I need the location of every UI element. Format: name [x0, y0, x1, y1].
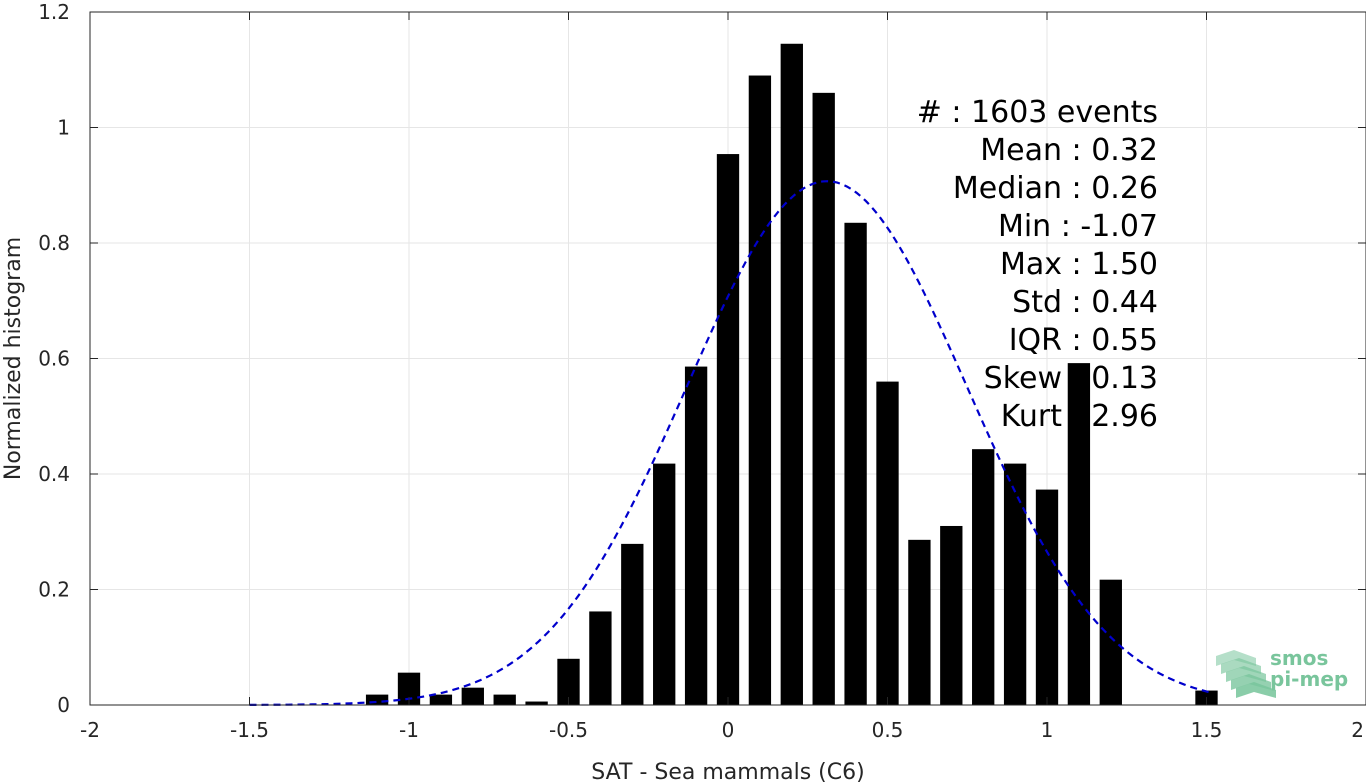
y-tick-label: 1.2	[38, 0, 70, 24]
stats-line: Max : 1.50	[1000, 247, 1158, 282]
stats-line: Min : -1.07	[998, 209, 1158, 244]
histogram-bar	[397, 672, 421, 705]
histogram-bar	[1003, 463, 1027, 705]
x-tick-label: 0.5	[872, 718, 904, 742]
smos-pi-mep-logo: smos pi-mep	[1216, 646, 1348, 698]
histogram-bar	[429, 694, 453, 705]
y-axis-label: Normalized histogram	[1, 237, 26, 480]
histogram-bar	[940, 525, 963, 705]
histogram-bar	[589, 611, 612, 705]
stats-line: # : 1603 events	[917, 95, 1158, 130]
histogram-bar	[461, 687, 484, 705]
x-tick-label: -1	[399, 718, 419, 742]
histogram-bar	[908, 539, 931, 705]
stats-line: Kurt : 2.96	[1001, 399, 1158, 434]
stats-line: Skew : 0.13	[984, 361, 1158, 396]
y-tick-label: 0.6	[38, 347, 70, 371]
y-tick-label: 0.4	[38, 462, 70, 486]
x-axis-label: SAT - Sea mammals (C6)	[591, 760, 864, 784]
normal-fit-curve	[249, 180, 1214, 706]
histogram-bar	[1035, 489, 1059, 705]
histogram-bar	[684, 366, 708, 705]
histogram-bar	[493, 694, 516, 705]
y-tick-labels: 0 0.2 0.4 0.6 0.8 1 1.2	[38, 0, 70, 717]
x-tick-label: -1.5	[230, 718, 269, 742]
histogram-bar	[876, 381, 899, 705]
x-tick-label: 0	[722, 718, 735, 742]
histogram-bar	[1067, 363, 1091, 705]
histogram-bar	[716, 154, 740, 705]
histogram-bar	[812, 92, 835, 706]
histogram-bar	[525, 701, 548, 705]
x-tick-label: 2	[1351, 718, 1364, 742]
x-tick-labels: -2 -1.5 -1 -0.5 0 0.5 1 1.5 2	[80, 718, 1364, 742]
stats-line: IQR : 0.55	[1009, 323, 1158, 358]
stats-line: Std : 0.44	[1012, 285, 1158, 320]
logo-layer	[1236, 682, 1276, 698]
x-tick-label: 1.5	[1191, 718, 1223, 742]
logo-text-pi-mep: pi-mep	[1270, 667, 1348, 691]
stats-line: Median : 0.26	[953, 171, 1158, 206]
x-tick-label: 1	[1041, 718, 1054, 742]
logo-layers-icon	[1216, 650, 1276, 698]
histogram-bar	[557, 658, 580, 705]
axis-ticks	[89, 11, 1366, 706]
y-tick-label: 0	[57, 693, 70, 717]
histogram-bar	[621, 543, 644, 705]
histogram-bar	[780, 43, 803, 705]
histogram-bar	[844, 222, 867, 705]
y-tick-label: 0.8	[38, 231, 70, 255]
histogram-bar	[365, 694, 389, 705]
logo-text-smos: smos	[1270, 646, 1328, 670]
histogram-bar	[1099, 579, 1122, 705]
histogram-bar	[972, 449, 995, 705]
y-tick-label: 0.2	[38, 578, 70, 602]
y-tick-label: 1	[57, 116, 70, 140]
stats-line: Mean : 0.32	[980, 133, 1158, 168]
x-tick-label: -2	[80, 718, 100, 742]
histogram-bars	[365, 43, 1218, 706]
x-tick-label: -0.5	[549, 718, 588, 742]
histogram-bar	[748, 75, 772, 705]
histogram-bar	[653, 463, 676, 705]
